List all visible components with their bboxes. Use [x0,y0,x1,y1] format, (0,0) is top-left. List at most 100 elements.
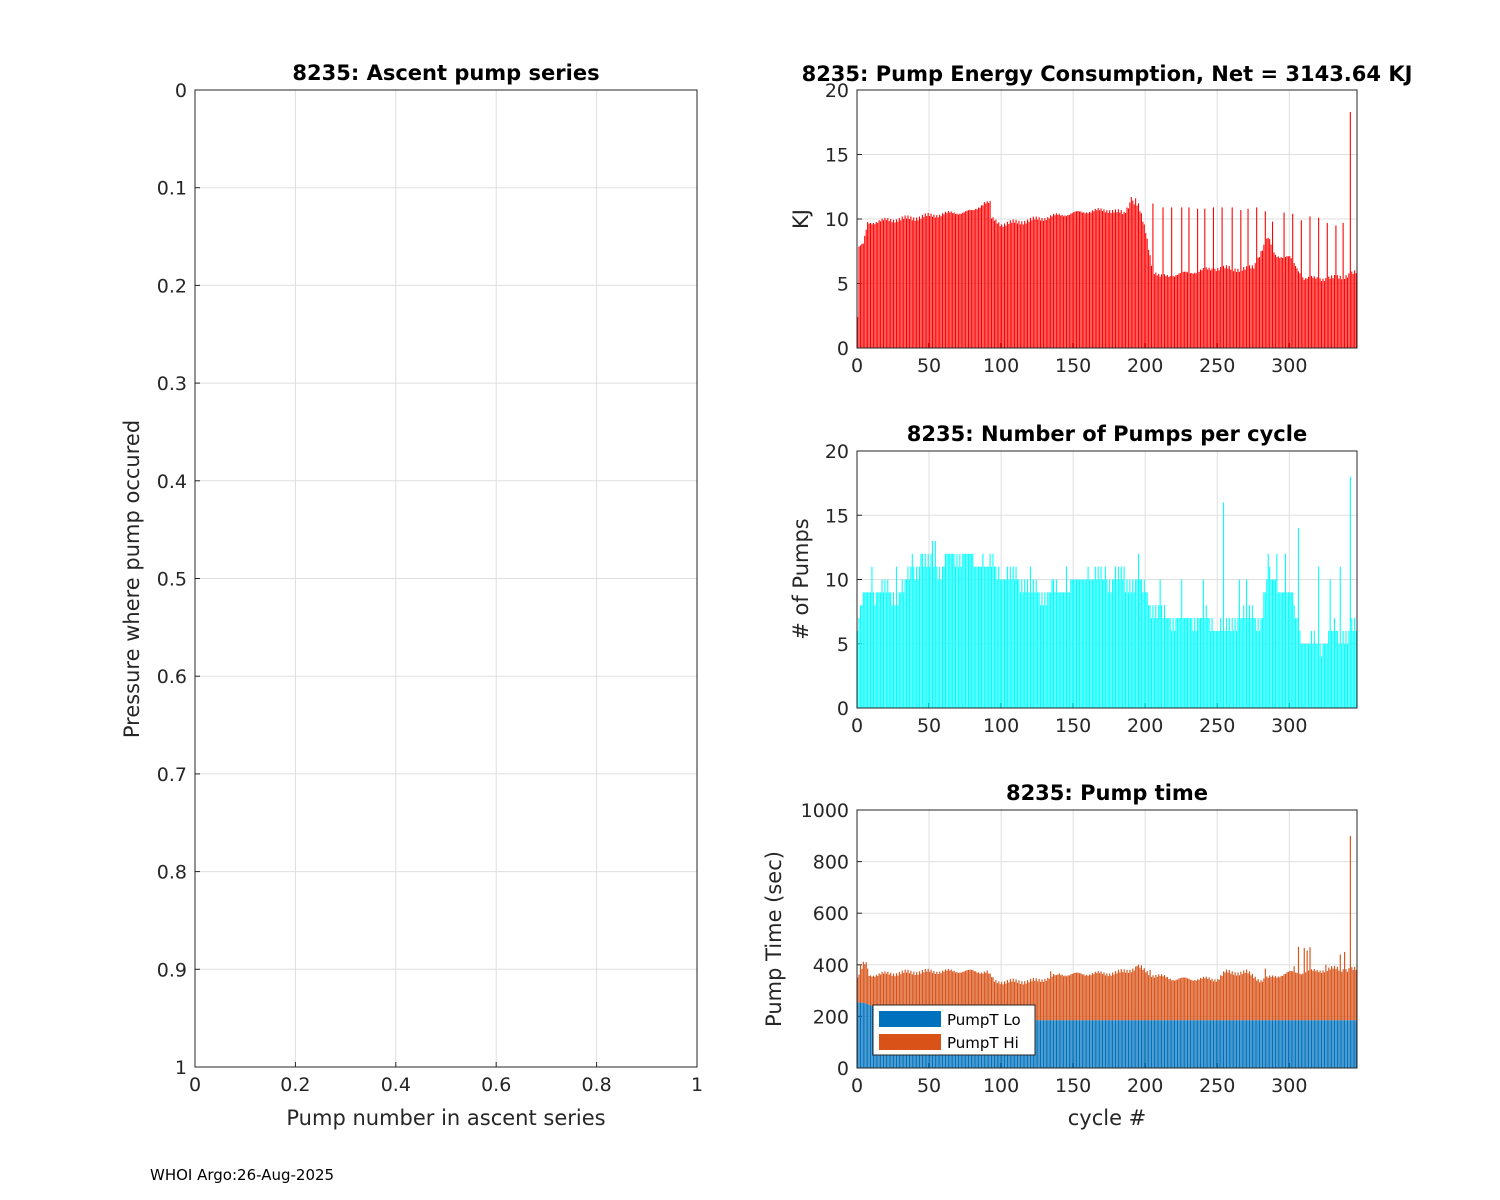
energy-bar [1060,215,1062,348]
energy-bar [1195,273,1197,348]
energy-xtick-label: 150 [1055,355,1091,377]
pumps-bar [1083,579,1085,708]
pumps-bar [1117,566,1119,708]
pumptime-lo-bar [1320,1020,1323,1068]
pumptime-hi-bar [1019,983,1021,1017]
pumptime-lo-bar [1210,1020,1212,1068]
pumptime-hi-bar [1322,970,1324,1021]
energy-bar [1273,252,1275,348]
energy-bar [959,213,961,348]
pumptime-lo-bar [1282,1020,1284,1068]
energy-bar [962,212,964,348]
pumps-bar [978,566,980,708]
energy-bar [1093,211,1095,348]
pumps-bar [1228,618,1230,708]
pumps-bar [918,566,921,708]
pumps-bar [1333,618,1336,708]
pumps-bar [865,592,867,708]
pumps-bar [943,566,945,708]
pumptime-hi-bar [1182,977,1184,1021]
pumptime-hi-bar [1189,979,1191,1021]
pumptime-lo-bar [1168,1020,1170,1068]
energy-bar [1163,274,1165,348]
energy-bar [1174,276,1176,348]
legend-label-hi: PumpT Hi [947,1034,1019,1052]
pumps-ytick-label: 5 [837,634,849,656]
pumps-bar [956,553,958,708]
pumps-bar [1293,605,1295,708]
energy-bar [1074,211,1076,348]
pumptime-hi-bar [942,970,944,1007]
pumptime-hi-bar [952,971,954,1008]
pumps-bar [1172,618,1174,708]
pumps-bar [1068,592,1070,708]
pumps-ytick-label: 20 [825,441,849,463]
pumps-bar [1174,630,1176,708]
pumptime-hi-bar [1081,974,1083,1021]
pumps-bar [1011,579,1013,708]
energy-bar [1248,265,1251,348]
pumptime-hi-bar [1055,975,1057,1021]
pumptime-lo-bar [859,1002,862,1068]
pumptime-lo-bar [1338,1020,1340,1068]
pumptime-hi-bar [1096,973,1098,1021]
energy-bar [1078,211,1080,348]
pumps-ytick-label: 10 [825,570,849,592]
pumptime-lo-bar [1332,1020,1334,1068]
pumptime-lo-bar [1194,1020,1196,1068]
pumptime-hi-bar [983,971,985,1010]
energy-bar [1055,213,1057,348]
pumptime-hi-bar [978,972,980,1009]
pumps-bar [1240,618,1242,708]
energy-bar [1349,111,1351,349]
pumptime-axes-box [856,809,1358,1069]
energy-bar [1136,205,1138,348]
pumptime-hi-bar [992,977,994,1011]
energy-bar [871,224,873,348]
energy-bar [1283,212,1285,348]
pumptime-hi-bar [1325,964,1327,1021]
pumptime-lo-bar [1237,1020,1239,1068]
pumps-bar [1211,618,1213,708]
pumptime-hi-bar [1123,969,1125,1021]
pumptime-hi-bar [1153,977,1155,1021]
pumptime-lo-bar [1139,1020,1141,1068]
pumptime-hi-bar [1152,975,1154,1021]
pumptime-hi-bar [1052,974,1055,1021]
pumptime-lo-bar [1322,1020,1324,1068]
pumptime-hi-bar [930,969,932,1007]
pumptime-lo-bar [1166,1020,1168,1068]
energy-bar [972,209,974,348]
pumps-bar [1019,592,1021,708]
pumps-bar [1205,605,1207,708]
energy-bar [1019,224,1021,348]
energy-bar [1284,257,1287,348]
pumptime-lo-bar [1176,1020,1179,1068]
pumptime-hi-bar [1103,972,1105,1021]
energy-bar [930,213,932,348]
pumps-xtick-label: 0 [851,715,863,737]
pumptime-hi-bar [1047,977,1049,1021]
pumps-bar [1087,566,1089,708]
pumptime-hi-bar [1058,973,1060,1021]
energy-bar [1207,269,1209,348]
pumps-bar [1267,553,1269,708]
pumptime-hi-bar [901,970,903,1007]
pumptime-lo-bar [1261,1020,1264,1068]
energy-bar [1218,270,1220,348]
energy-bar [1342,222,1344,348]
pumps-bar [1002,579,1004,708]
pumptime-hi-bar [869,975,872,1006]
legend-swatch-lo [879,1011,941,1027]
pumptime-lo-bar [1256,1020,1258,1068]
pumptime-lo-bar [1197,1020,1199,1068]
pumptime-hi-bar [1220,975,1222,1021]
pumptime-hi-bar [1296,972,1298,1021]
pumps-bar [965,553,967,708]
energy-bar [982,205,984,348]
pumps-bar [1336,630,1338,708]
pumptime-lo-bar [1055,1020,1057,1068]
pumps-bar [934,540,936,708]
energy-bar [1031,220,1033,348]
pumptime-lo-bar [1306,1020,1308,1068]
